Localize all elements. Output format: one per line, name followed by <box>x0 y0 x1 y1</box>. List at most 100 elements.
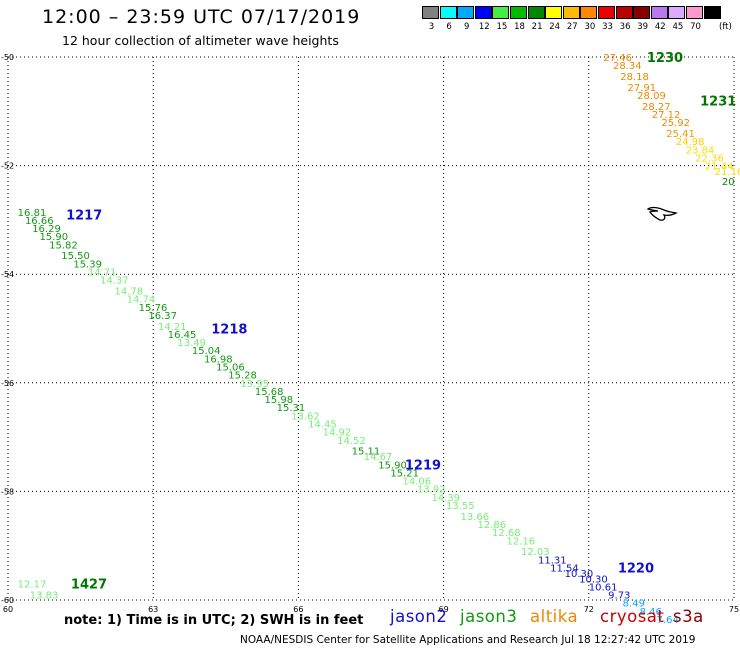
wave-height-value: 11.31 <box>538 555 567 566</box>
wave-height-value: 28.27 <box>642 102 671 113</box>
wave-height-value: 15.76 <box>139 303 168 314</box>
legend-swatch <box>510 6 527 19</box>
kerguelen-island-outline <box>646 206 678 221</box>
pass-time-label: 1220 <box>618 561 654 576</box>
wave-height-value: 14.37 <box>100 276 129 287</box>
wave-height-value: 14.45 <box>308 420 337 431</box>
wave-height-value: 25.92 <box>661 118 690 129</box>
wave-height-value: 15.98 <box>265 395 294 406</box>
wave-height-value: 16.45 <box>168 330 197 341</box>
legend-swatch <box>650 6 668 19</box>
legend-swatch-label: 3 <box>428 22 435 32</box>
lat-tick-label: -50 <box>1 53 14 62</box>
wave-height-value: 13.83 <box>30 591 59 602</box>
wave-height-value: 8.46 <box>640 607 662 618</box>
wave-height-value: 10.30 <box>565 569 594 580</box>
legend-swatch-label: 12 <box>478 22 490 32</box>
wave-height-value: 16.81 <box>18 208 47 219</box>
wave-height-value: 14.21 <box>158 322 187 333</box>
wave-height-value: 10.61 <box>589 582 618 593</box>
wave-height-value: 13.66 <box>461 512 490 523</box>
wave-height-value: 12.16 <box>507 536 536 547</box>
pass-time-label: 1218 <box>211 323 247 338</box>
lat-tick-label: -58 <box>1 487 14 496</box>
legend-swatch-label: 15 <box>496 22 508 32</box>
wave-height-value: 16.37 <box>148 311 177 322</box>
wave-height-value: 27.12 <box>652 110 681 121</box>
lon-tick-label: 60 <box>3 605 13 614</box>
wave-height-value: 28.34 <box>613 61 642 72</box>
wave-height-value: 15.11 <box>352 447 381 458</box>
wave-height-value: 25.41 <box>666 129 695 140</box>
legend-swatch <box>474 6 492 19</box>
legend-cryosat: cryosat <box>600 607 665 626</box>
wave-height-value: 15.28 <box>228 371 257 382</box>
lat-tick-label: -54 <box>1 270 14 279</box>
legend-swatch <box>527 6 545 19</box>
legend-swatch <box>633 6 651 19</box>
wave-height-value: 14.39 <box>432 493 461 504</box>
lon-tick-label: 72 <box>584 605 594 614</box>
wave-height-value: 24.98 <box>676 137 705 148</box>
legend-swatch <box>598 6 615 19</box>
wave-height-value: 15.04 <box>192 346 221 357</box>
legend-swatch-label: 21 <box>531 22 543 32</box>
legend-swatch <box>686 6 703 19</box>
legend-swatch-label: 39 <box>637 22 649 32</box>
wave-height-value: 8.49 <box>623 599 645 610</box>
pass-time-label: 1219 <box>405 458 441 473</box>
pass-time-label: 1427 <box>71 578 107 593</box>
wave-height-value: 12.68 <box>492 528 521 539</box>
legend-swatch <box>703 6 721 19</box>
legend-altika: altika <box>530 607 579 626</box>
wave-height-value: 28.09 <box>637 91 666 102</box>
lon-tick-label: 69 <box>439 605 449 614</box>
axis-tick-labels: 60 63 66 69 72 75 -50 -52 -54 -56 -58 -60 <box>1 53 739 614</box>
legend-unit: (ft) <box>719 22 732 32</box>
wave-height-value: 15.31 <box>277 403 306 414</box>
legend-swatch-label: 6 <box>446 22 452 32</box>
legend-s3a: s3a <box>673 607 704 626</box>
legend-swatch <box>562 6 580 19</box>
pass-time-label: 1217 <box>66 208 102 223</box>
wave-height-value: 27.46 <box>603 53 632 64</box>
pass-time-label: 1231 <box>700 94 736 109</box>
legend-swatch-label: 18 <box>514 22 525 32</box>
wave-height-value: 22.36 <box>695 153 724 164</box>
wave-height-value: 16.98 <box>204 354 233 365</box>
footer-credit: NOAA/NESDIS Center for Satellite Applica… <box>240 634 696 646</box>
wave-height-value: 14.92 <box>323 428 352 439</box>
map-title: 12:00 – 23:59 UTC 07/17/2019 <box>42 6 361 28</box>
island-shape <box>646 206 678 221</box>
pass-time-label: 1230 <box>647 51 683 66</box>
wave-height-value: 14.78 <box>114 286 143 297</box>
wave-height-value: 21.16 <box>715 167 740 178</box>
wave-height-value: 27.91 <box>628 83 657 94</box>
wave-height-value: 15.39 <box>73 259 102 270</box>
wave-height-value: 13.49 <box>177 338 206 349</box>
wave-height-value: 14.71 <box>88 267 117 278</box>
wave-height-value: 13.92 <box>417 485 446 496</box>
legend-swatch <box>422 6 439 19</box>
wave-height-value: 15.68 <box>255 387 284 398</box>
wave-height-value: 15.90 <box>39 232 68 243</box>
wave-height-value: 14.52 <box>337 436 366 447</box>
wave-height-value: 13.55 <box>446 501 475 512</box>
wave-height-value: 7.64 <box>657 615 679 626</box>
legend-swatch-label: 42 <box>654 22 666 32</box>
wave-height-value: 15.21 <box>390 468 419 479</box>
wave-height-value: 15.82 <box>49 240 78 251</box>
legend-swatch <box>492 6 510 19</box>
wave-height-value: 16.66 <box>25 216 54 227</box>
wave-height-value: 20 <box>722 177 735 188</box>
legend-swatch <box>457 6 475 19</box>
wave-height-value: 10.30 <box>579 574 608 585</box>
legend-swatch-label: 36 <box>619 22 631 32</box>
wave-height-value: 12.17 <box>18 580 47 591</box>
legend-swatch <box>439 6 457 19</box>
legend-jason2: jason2 <box>390 607 448 626</box>
legend-swatch-label: 30 <box>584 22 596 32</box>
legend-swatch-label: 9 <box>463 22 470 32</box>
legend-swatch-label: 24 <box>549 22 561 32</box>
